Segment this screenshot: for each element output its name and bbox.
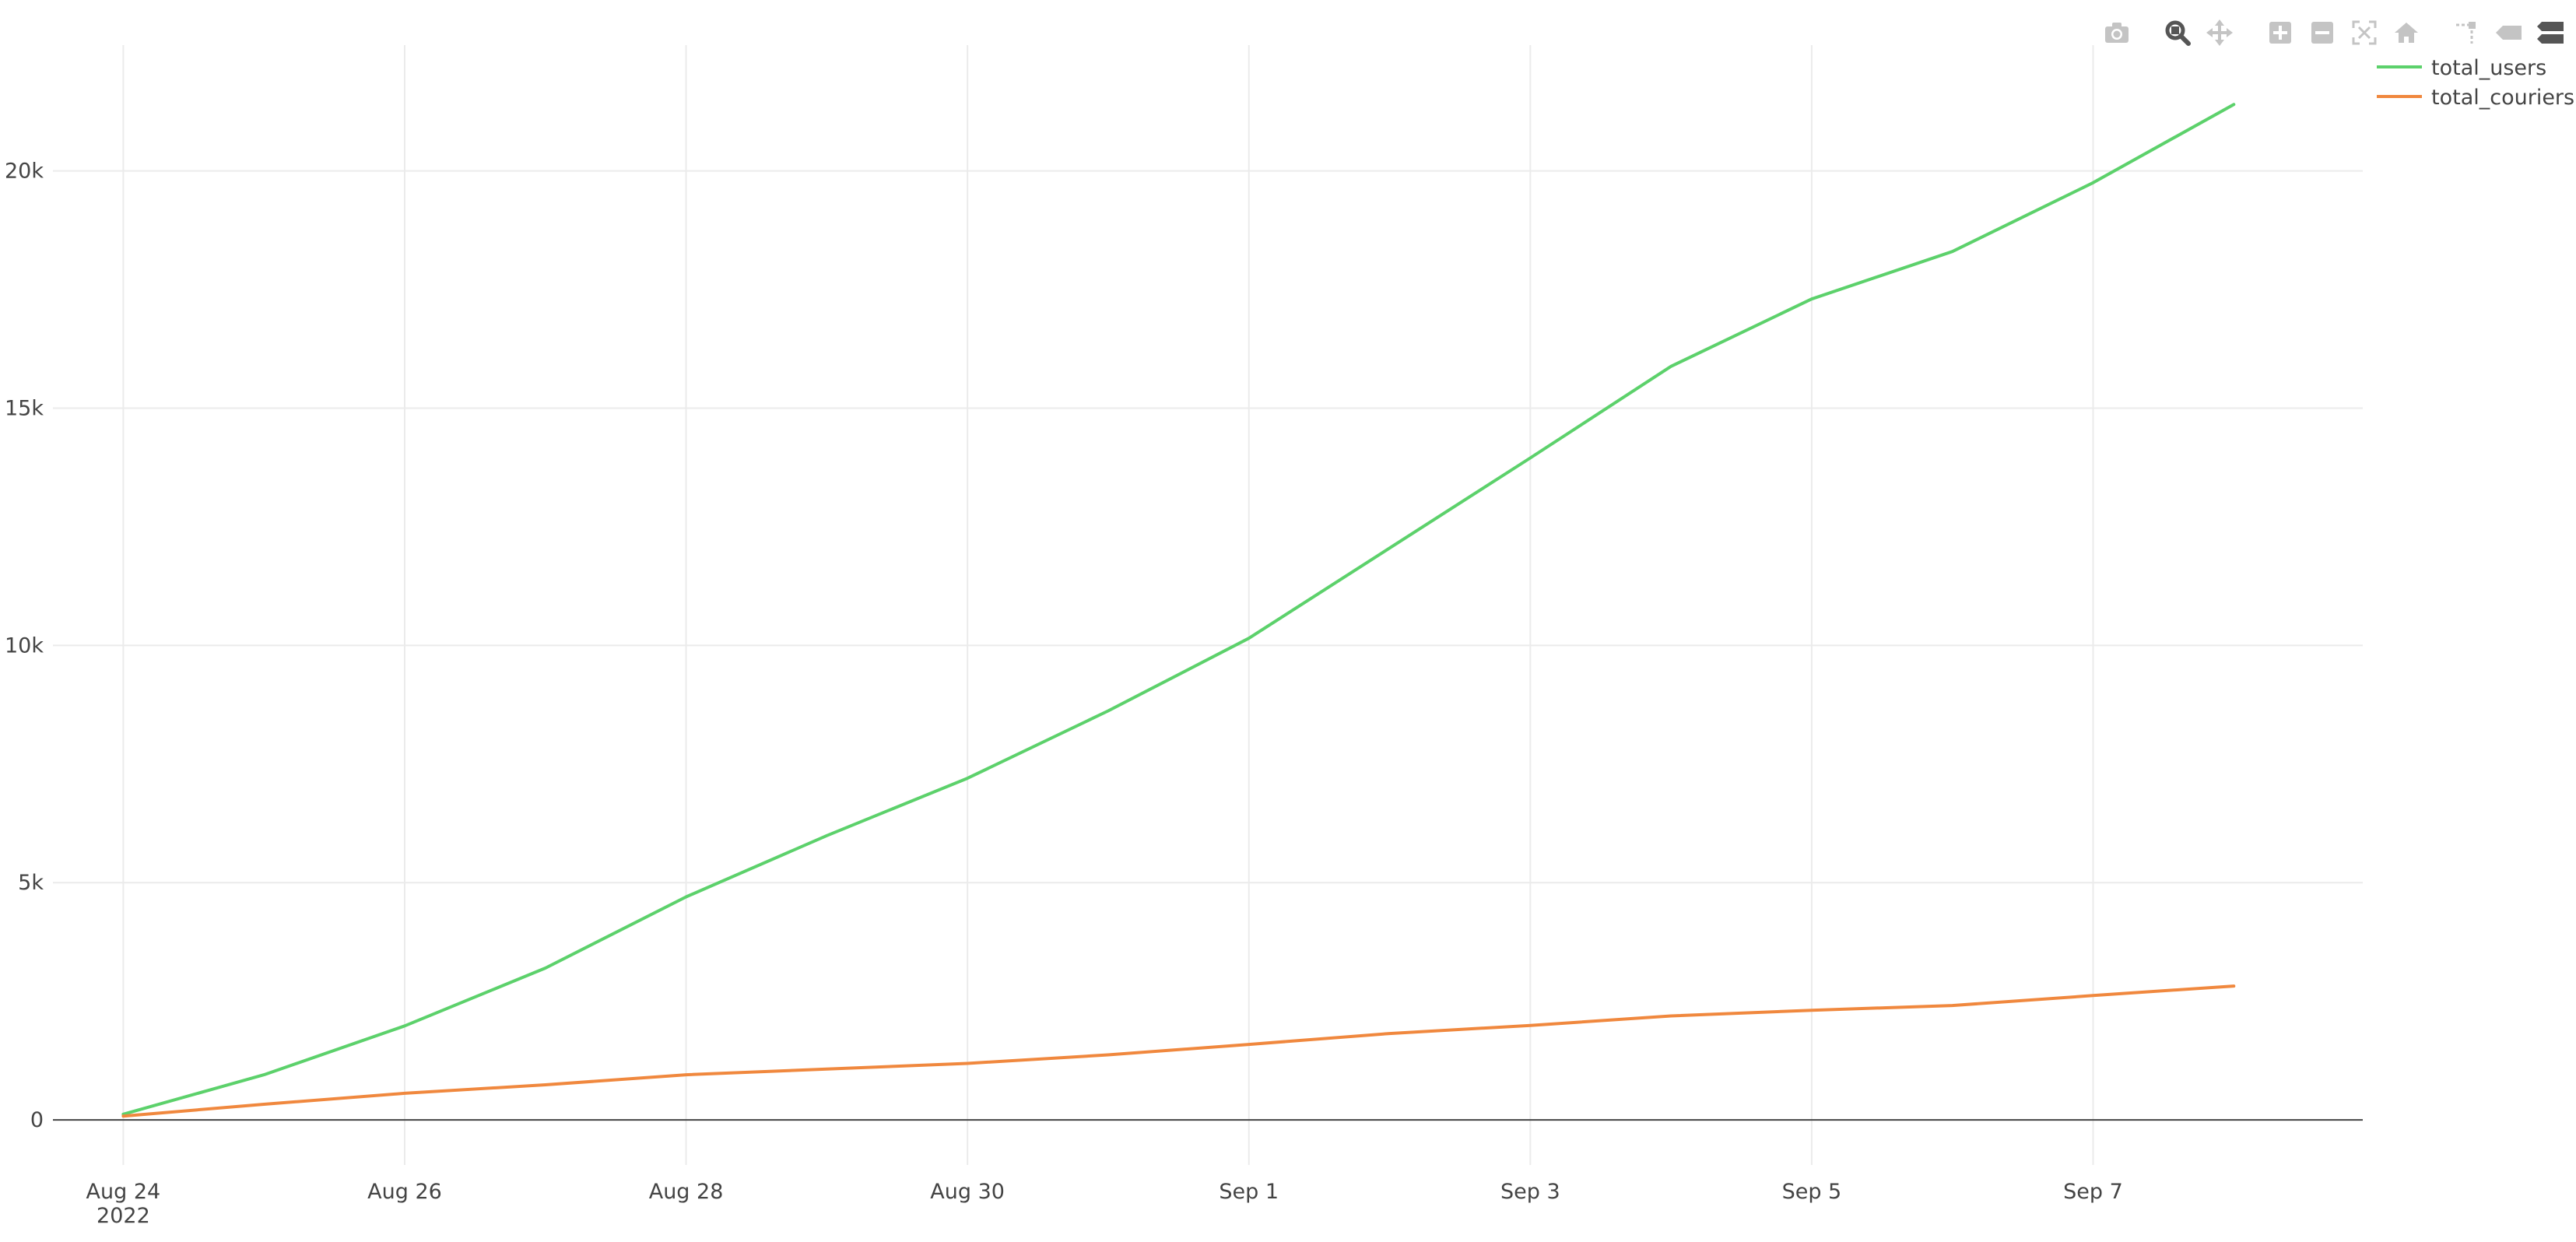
autoscale-icon[interactable] [2349,17,2380,48]
x-tick-label: Sep 3 [1500,1180,1560,1204]
x-tick-label: Aug 26 [367,1180,442,1204]
hover-compare-icon[interactable] [2536,17,2567,48]
y-tick-label: 0 [30,1108,44,1132]
modebar [2101,17,2567,48]
series-line-total-users[interactable] [121,103,2236,1116]
camera-icon[interactable] [2101,17,2132,48]
y-tick-label: 5k [18,871,44,895]
y-tick-label: 20k [5,160,44,184]
x-tick-label: Aug 24 [86,1180,161,1204]
grid [53,45,2363,1165]
y-tick-label: 15k [5,396,44,420]
x-tick-label: Aug 30 [930,1180,1005,1204]
legend-item-total-users[interactable]: total_users [2431,56,2546,80]
pan-icon[interactable] [2204,17,2235,48]
x-tick-sublabel: 2022 [97,1204,150,1228]
x-tick-label: Sep 5 [1782,1180,1842,1204]
spike-lines-icon[interactable] [2451,17,2483,48]
y-axis: 0 5k 10k 15k 20k [5,160,44,1132]
series-line-total-couriers[interactable] [121,984,2236,1118]
x-tick-label: Sep 1 [1219,1180,1279,1204]
series-lines [121,103,2236,1118]
legend[interactable]: total_users total_couriers [2377,56,2574,110]
zoom-in-icon[interactable] [2265,17,2296,48]
hover-closest-icon[interactable] [2494,17,2525,48]
legend-item-total-couriers[interactable]: total_couriers [2431,86,2574,110]
x-tick-label: Aug 28 [649,1180,724,1204]
x-tick-label: Sep 7 [2063,1180,2123,1204]
reset-axes-icon[interactable] [2391,17,2422,48]
zoom-out-icon[interactable] [2307,17,2338,48]
y-tick-label: 10k [5,633,44,658]
zoom-icon[interactable] [2162,17,2193,48]
